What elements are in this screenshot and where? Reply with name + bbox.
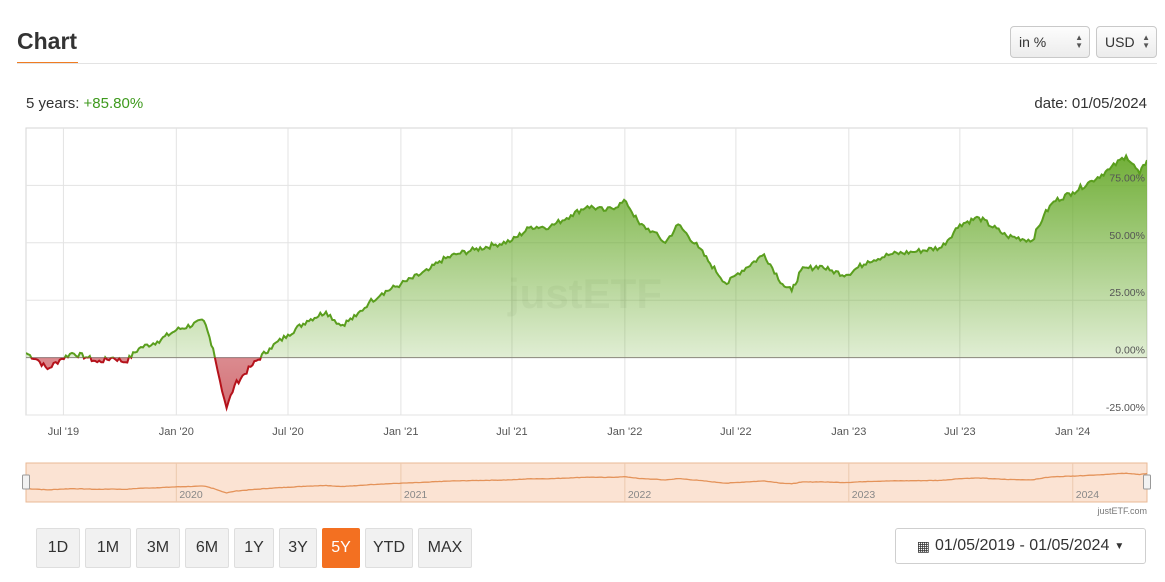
range-button-5y[interactable]: 5Y (322, 528, 360, 568)
range-button-3m[interactable]: 3M (136, 528, 180, 568)
y-tick-label: -25.00% (1106, 402, 1145, 414)
x-tick-label: Jan '23 (831, 426, 866, 438)
range-button-6m[interactable]: 6M (185, 528, 229, 568)
performance-chart[interactable]: justETF 75.00%50.00%25.00%0.00%-25.00% J… (0, 0, 1165, 520)
range-button-1m[interactable]: 1M (85, 528, 131, 568)
currency-select[interactable]: USD ▲ ▼ (1096, 26, 1157, 58)
date-range-label: 01/05/2019 - 01/05/2024 (934, 537, 1110, 554)
x-tick-label: Jul '21 (496, 426, 527, 438)
y-tick-label: 0.00% (1115, 345, 1145, 357)
navigator-year-label: 2022 (628, 489, 652, 501)
x-tick-label: Jan '21 (383, 426, 418, 438)
navigator-year-label: 2020 (179, 489, 203, 501)
navigator-line (25, 472, 1148, 494)
chart-date: date: 01/05/2024 (1034, 95, 1147, 112)
range-button-3y[interactable]: 3Y (279, 528, 317, 568)
unit-select[interactable]: in % ▲ ▼ (1010, 26, 1090, 58)
page-title: Chart (17, 28, 78, 54)
navigator-handle-left[interactable] (22, 474, 30, 490)
y-tick-label: 75.00% (1109, 172, 1145, 184)
performance-value: +85.80% (83, 95, 144, 112)
navigator-year-label: 2021 (404, 489, 428, 501)
range-button-max[interactable]: MAX (418, 528, 472, 568)
x-tick-label: Jul '20 (272, 426, 303, 438)
performance-summary: 5 years: +85.80% (26, 95, 143, 112)
title-divider (17, 63, 1157, 64)
select-arrows-icon: ▲ ▼ (1142, 33, 1150, 50)
x-tick-label: Jul '22 (720, 426, 751, 438)
date-range-picker[interactable]: ▦ 01/05/2019 - 01/05/2024 ▼ (895, 528, 1146, 564)
x-tick-label: Jan '24 (1055, 426, 1090, 438)
select-arrows-icon: ▲ ▼ (1075, 33, 1083, 50)
performance-label: 5 years: (26, 95, 80, 112)
caret-down-icon: ▼ (1114, 540, 1125, 552)
unit-select-value: in % (1019, 34, 1047, 50)
navigator-year-label: 2023 (852, 489, 876, 501)
y-tick-label: 25.00% (1109, 287, 1145, 299)
navigator-year-label: 2024 (1076, 489, 1100, 501)
navigator-window[interactable] (25, 462, 1148, 503)
x-tick-label: Jan '20 (159, 426, 194, 438)
range-button-1y[interactable]: 1Y (234, 528, 274, 568)
x-tick-label: Jul '19 (48, 426, 79, 438)
range-button-1d[interactable]: 1D (36, 528, 80, 568)
range-button-ytd[interactable]: YTD (365, 528, 413, 568)
currency-select-value: USD (1105, 34, 1135, 50)
y-tick-label: 50.00% (1109, 230, 1145, 242)
calendar-icon: ▦ (916, 537, 930, 554)
positive-area (26, 155, 1147, 358)
x-tick-label: Jan '22 (607, 426, 642, 438)
chart-credit: justETF.com (1096, 506, 1147, 516)
navigator-handle-right[interactable] (1143, 474, 1151, 490)
x-tick-label: Jul '23 (944, 426, 975, 438)
performance-line-positive[interactable] (26, 153, 1147, 409)
